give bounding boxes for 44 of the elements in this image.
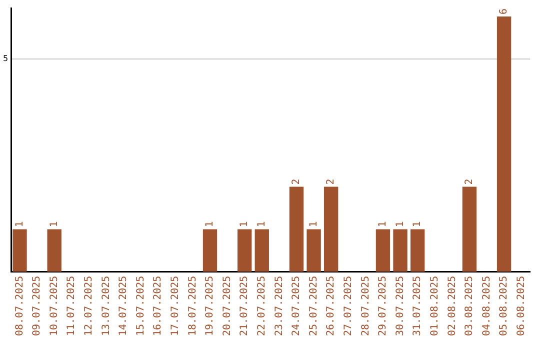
data-label: 1 [204, 221, 216, 228]
x-tick-label: 26.07.2025 [326, 276, 337, 336]
x-tick-label: 22.07.2025 [256, 276, 268, 336]
x-tick-label: 02.08.2025 [446, 276, 458, 336]
x-tick-label: 09.07.2025 [32, 276, 43, 336]
x-tick-label: 03.08.2025 [464, 276, 476, 336]
data-label: 1 [412, 221, 424, 228]
x-tick-label: 11.07.2025 [66, 276, 78, 336]
data-label: 1 [378, 221, 389, 228]
x-tick-label: 15.07.2025 [135, 276, 146, 336]
y-tick-label: 5 [2, 54, 8, 64]
data-label: 1 [48, 221, 60, 228]
x-tick-label: 27.07.2025 [342, 276, 354, 336]
x-tick-label: 05.08.2025 [498, 276, 510, 336]
x-tick-label: 14.07.2025 [118, 276, 130, 336]
x-tick-label: 10.07.2025 [48, 276, 60, 336]
x-tick-label: 29.07.2025 [378, 276, 389, 336]
data-label: 2 [464, 178, 476, 185]
x-tick-label: 08.07.2025 [14, 276, 26, 336]
x-tick-label: 25.07.2025 [308, 276, 320, 336]
data-label: 2 [326, 178, 337, 185]
x-tick-label: 21.07.2025 [239, 276, 250, 336]
data-label: 6 [498, 8, 510, 15]
data-label: 1 [308, 221, 320, 228]
x-tick-label: 06.08.2025 [516, 276, 527, 336]
x-tick-label: 01.08.2025 [429, 276, 440, 336]
data-label: 1 [256, 221, 268, 228]
x-tick-label: 19.07.2025 [204, 276, 216, 336]
x-tick-label: 13.07.2025 [100, 276, 112, 336]
x-tick-label: 31.07.2025 [412, 276, 424, 336]
data-label: 2 [291, 178, 302, 185]
data-label: 1 [394, 221, 406, 228]
x-tick-label: 16.07.2025 [152, 276, 164, 336]
x-tick-label: 23.07.2025 [274, 276, 285, 336]
x-tick-label: 18.07.2025 [187, 276, 198, 336]
data-label: 1 [239, 221, 250, 228]
x-tick-label: 20.07.2025 [222, 276, 233, 336]
x-tick-label: 28.07.2025 [360, 276, 372, 336]
x-tick-label: 17.07.2025 [170, 276, 182, 336]
x-tick-label: 24.07.2025 [291, 276, 302, 336]
x-tick-label: 04.08.2025 [481, 276, 492, 336]
x-tick-label: 30.07.2025 [394, 276, 406, 336]
x-tick-label: 12.07.2025 [84, 276, 95, 336]
data-label: 1 [14, 221, 26, 228]
